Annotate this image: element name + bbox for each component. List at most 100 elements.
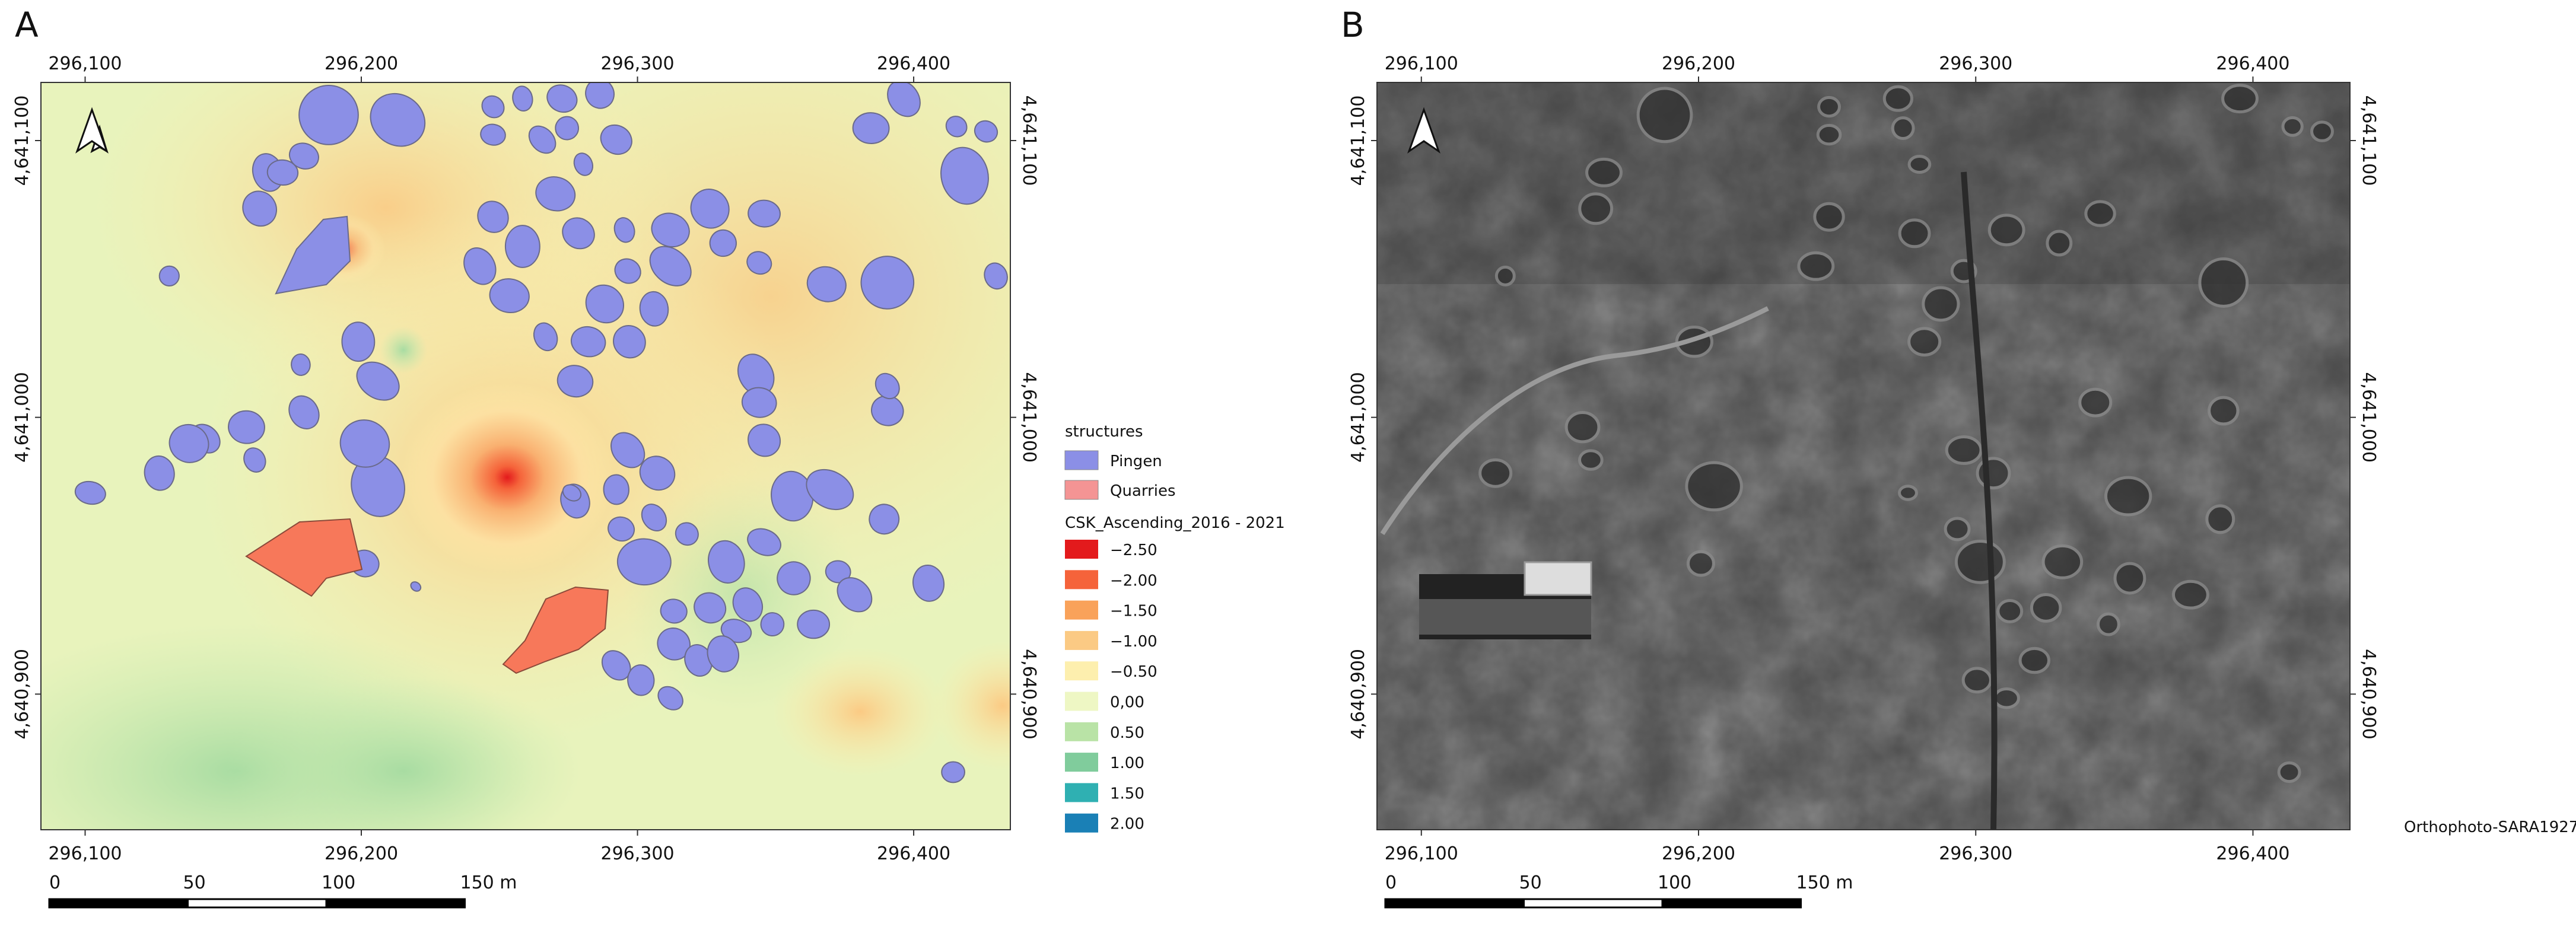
- legend-swatch: [1065, 570, 1098, 590]
- pingen-polygon: [639, 455, 676, 491]
- pingen-polygon: [694, 592, 727, 624]
- pingen-polygon: [974, 120, 998, 143]
- x-tick-label: 296,300: [1939, 843, 2012, 864]
- pingen-polygon: [912, 564, 945, 602]
- pingen-polygon: [984, 262, 1008, 290]
- pingen-polygon: [410, 581, 422, 592]
- pingen-polygon: [651, 212, 690, 248]
- legend-label: 2.00: [1110, 815, 1144, 833]
- x-tick-label: 296,300: [601, 53, 675, 74]
- terrain-hollow: [1898, 218, 1931, 249]
- y-tick-label: 4,640,900: [1019, 649, 1039, 740]
- x-tick-label: 296,100: [48, 53, 122, 74]
- map-a: [41, 82, 1010, 830]
- terrain-hollow: [2221, 84, 2259, 114]
- terrain-hollow: [2018, 646, 2050, 674]
- pingen-polygon: [660, 598, 688, 624]
- pingen-polygon: [600, 124, 632, 155]
- pingen-polygon: [356, 361, 400, 401]
- terrain-hollow: [2041, 544, 2084, 579]
- pingen-polygon: [512, 85, 533, 112]
- pingen-polygon: [852, 112, 890, 144]
- pingen-polygon: [806, 266, 847, 302]
- pingen-polygon: [707, 635, 740, 673]
- pingen-polygon: [562, 217, 595, 250]
- pingen-polygon: [144, 455, 175, 491]
- terrain-hollow: [1564, 411, 1601, 444]
- legend-title: CSK_Ascending_2016 - 2021: [1065, 514, 1285, 532]
- legend-label: 1.50: [1110, 785, 1144, 802]
- legend-label: −2.00: [1110, 572, 1157, 590]
- terrain-hollow: [2030, 592, 2062, 623]
- pingen-polygon: [613, 217, 635, 243]
- terrain-hollow: [1797, 251, 1835, 281]
- pingen-polygon: [610, 432, 645, 469]
- pingen-polygon: [837, 577, 873, 613]
- x-tick-label: 296,200: [325, 843, 398, 864]
- scale-bar-segment: [1384, 898, 1525, 909]
- pingen-polygon: [940, 146, 989, 205]
- map-b: [1377, 82, 2350, 830]
- x-tick-label: 296,400: [877, 53, 950, 74]
- pingen-polygon: [869, 504, 900, 535]
- pingen-polygon: [747, 528, 781, 556]
- scale-bar-segment: [1523, 898, 1664, 909]
- pingen-polygon: [242, 190, 277, 227]
- x-tick-label: 296,100: [1385, 53, 1458, 74]
- pingen-polygon: [641, 504, 667, 531]
- terrain-hollow: [1898, 485, 1918, 501]
- terrain-hollow: [1944, 517, 1971, 541]
- pingen-polygon: [709, 229, 737, 257]
- terrain-hollow: [2104, 476, 2152, 517]
- y-tick-label: 4,640,900: [12, 649, 33, 740]
- y-tick-label: 4,641,000: [1019, 372, 1039, 463]
- terrain-hollow: [1817, 95, 1841, 118]
- terrain-hollow: [1636, 87, 1693, 144]
- x-tick-label: 296,400: [2216, 53, 2289, 74]
- pingen-polygon: [533, 322, 558, 352]
- x-tick-label: 296,200: [1662, 843, 1735, 864]
- pingen-polygon: [556, 365, 594, 398]
- terrain-hollow: [1816, 123, 1842, 146]
- pingen-polygon: [573, 152, 593, 176]
- legend-label: −1.00: [1110, 633, 1157, 651]
- pingen-polygon: [480, 123, 506, 146]
- legend-label: −0.50: [1110, 663, 1157, 681]
- x-tick-label: 296,400: [2216, 843, 2289, 864]
- pingen-polygon: [291, 353, 311, 376]
- pingen-polygon: [797, 609, 831, 639]
- legend-swatch: [1065, 753, 1098, 772]
- x-tick-label: 296,200: [1662, 53, 1735, 74]
- terrain-hollow: [2198, 257, 2249, 308]
- legend-swatch: [1065, 813, 1098, 833]
- x-tick-label: 296,100: [48, 843, 122, 864]
- terrain-hollow: [2208, 396, 2240, 426]
- scale-label: 100: [1658, 872, 1691, 893]
- terrain-hollow: [2084, 200, 2116, 227]
- north-arrow: [1407, 107, 1440, 154]
- pingen-polygon: [945, 116, 968, 138]
- pingen-polygon: [370, 93, 426, 147]
- terrain-hollow: [2078, 387, 2113, 418]
- pingen-polygon: [341, 321, 376, 362]
- terrain-hollow: [2310, 120, 2334, 142]
- terrain-hollow: [2205, 504, 2235, 534]
- pingen-polygon: [528, 125, 556, 154]
- x-tick-label: 296,100: [1385, 843, 1458, 864]
- terrain-hollow: [1954, 539, 2006, 584]
- y-tick-label: 4,641,000: [2358, 372, 2379, 463]
- y-tick-label: 4,640,900: [1348, 649, 1369, 740]
- scale-label: 0: [49, 872, 61, 893]
- terrain-hollow: [1907, 155, 1932, 174]
- pingen-polygon: [613, 325, 646, 359]
- y-tick-label: 4,641,000: [1348, 372, 1369, 463]
- pingen-polygon: [657, 686, 683, 711]
- y-tick-label: 4,640,900: [2358, 649, 2379, 740]
- y-tick-label: 4,641,100: [2358, 95, 2379, 186]
- pingen-polygon: [874, 372, 900, 400]
- pingen-polygon: [860, 256, 915, 310]
- terrain-hollow: [1685, 461, 1743, 512]
- pingen-polygon: [825, 560, 851, 584]
- legend-swatch: [1064, 480, 1099, 500]
- terrain-hollow: [2113, 562, 2146, 595]
